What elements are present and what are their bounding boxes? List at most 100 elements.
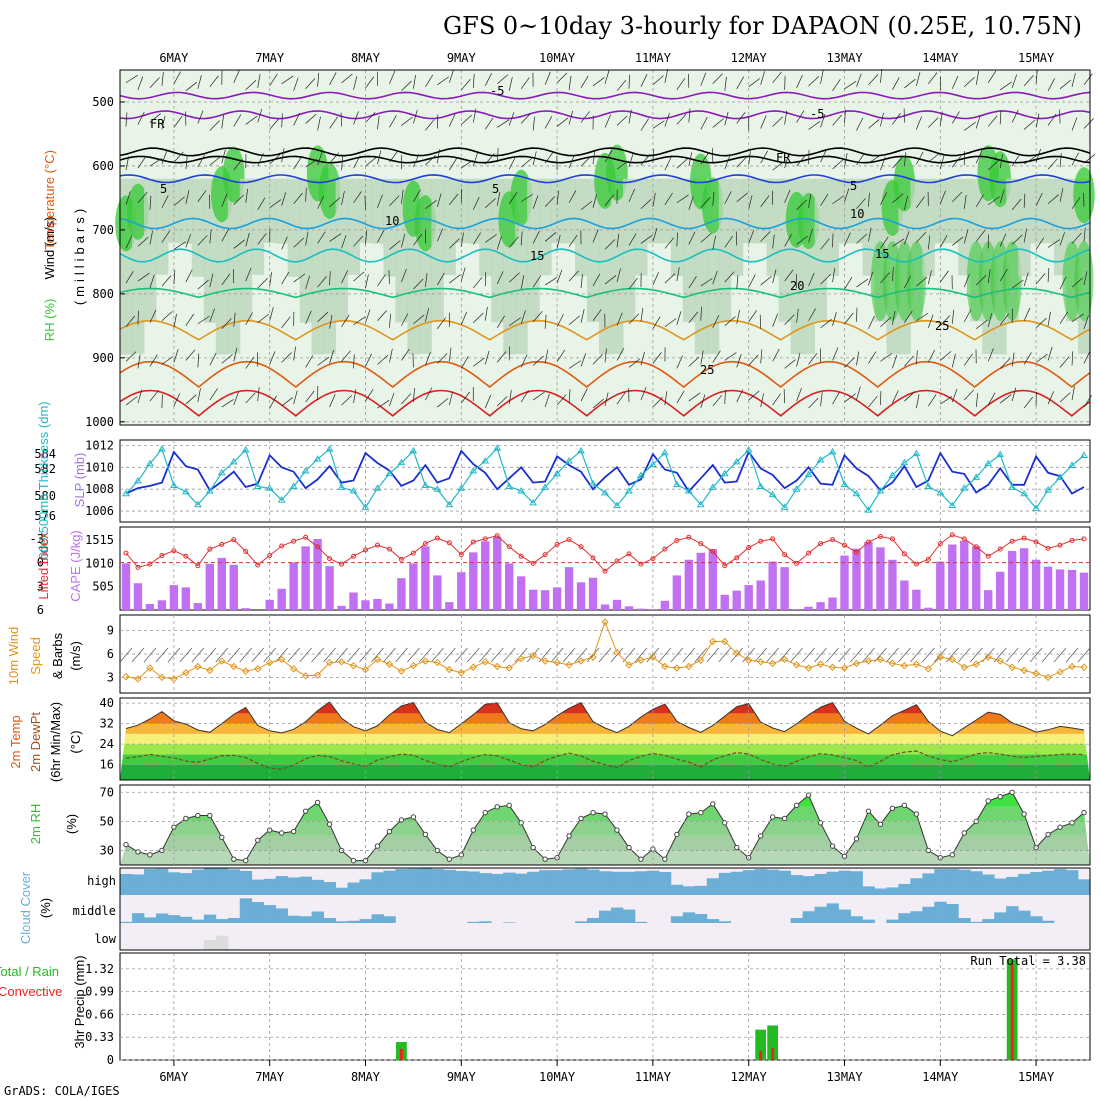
cloud-bar — [670, 884, 684, 895]
thickness-marker — [649, 460, 657, 468]
wind-barb — [916, 196, 925, 208]
lifted-index-marker — [482, 536, 488, 542]
rh-marker — [422, 831, 429, 838]
wind-barb — [844, 393, 856, 403]
wind-barb — [1047, 346, 1053, 361]
lifted-index-marker — [470, 539, 476, 545]
wind-barb — [269, 73, 278, 86]
thickness-marker — [385, 469, 394, 477]
wind-barb — [520, 77, 530, 89]
wind-barb — [532, 275, 542, 288]
cape-bar — [612, 599, 622, 610]
wind-barb — [796, 74, 803, 88]
wind-barb — [951, 388, 958, 403]
wind-barb — [365, 274, 369, 289]
wind-barb — [820, 274, 831, 285]
lifted-index-tick: 0 — [37, 556, 44, 570]
wind-barb — [293, 192, 303, 204]
temperature-contour — [119, 174, 1091, 184]
cape-bar — [936, 561, 945, 610]
wind-barb — [472, 73, 475, 88]
wind-barb — [149, 158, 162, 167]
wind-barb — [233, 312, 236, 327]
cloud-bar — [910, 878, 923, 895]
lifted-index-marker — [243, 549, 249, 555]
wind-barb — [604, 114, 612, 128]
cape-bar — [121, 563, 131, 610]
wind-speed-marker — [397, 667, 406, 675]
wind-barb — [580, 274, 583, 289]
cape-bar — [840, 555, 849, 610]
lifted-index-marker — [386, 546, 392, 552]
wind-barb — [700, 197, 711, 208]
cape-bar — [624, 606, 634, 610]
wind-speed-marker — [254, 665, 262, 673]
wind-barb — [616, 233, 620, 248]
cloud-bar — [239, 898, 253, 923]
cloud-bar — [946, 869, 959, 895]
wind-barb — [305, 355, 314, 368]
wind-barb — [490, 647, 504, 663]
wind-barb — [640, 74, 648, 87]
date-label-top: 12MAY — [731, 51, 768, 65]
wind-barb — [161, 195, 169, 208]
thickness-marker — [134, 477, 142, 484]
cloud-bar — [215, 868, 229, 895]
wind-barb — [1035, 69, 1038, 84]
rh-marker — [219, 834, 225, 841]
wind-barb — [604, 275, 617, 285]
thickness-marker — [864, 506, 873, 513]
wind-barb — [808, 76, 820, 87]
lifted-index-marker — [877, 533, 883, 539]
wind-barb — [137, 156, 147, 169]
cape-bar — [277, 588, 286, 610]
rh-shade — [718, 178, 732, 322]
thickness-marker — [589, 479, 597, 487]
thickness-marker — [792, 485, 801, 492]
wind-barb — [700, 152, 710, 165]
wind-barb — [179, 647, 193, 663]
wind-barb — [790, 647, 803, 663]
thickness-tick: 584 — [34, 447, 56, 461]
wind-barb — [269, 395, 277, 409]
slp-tick: 1008 — [85, 482, 114, 496]
cloud-bar — [419, 868, 432, 895]
wind-barb — [916, 116, 922, 130]
wind-barb — [616, 392, 626, 405]
contour-label: 25 — [700, 363, 714, 377]
lifted-index-marker — [770, 536, 776, 542]
wind-barb — [688, 196, 694, 210]
rh-shade — [467, 178, 480, 244]
wind-barb — [832, 159, 844, 170]
wind-barb — [664, 192, 673, 205]
wind-barb — [221, 354, 233, 364]
contour-label: FR — [150, 117, 165, 131]
thickness-marker — [181, 487, 190, 495]
wind-barb — [772, 71, 782, 84]
rh-moist-core — [1073, 167, 1095, 224]
cloud-bar — [970, 921, 983, 923]
wind-barb — [425, 119, 435, 131]
wind-barb — [1041, 647, 1055, 663]
wind-barb — [1047, 78, 1055, 91]
wind-barb — [209, 75, 219, 88]
wind-barb — [341, 395, 353, 406]
rh-marker — [243, 857, 249, 864]
thickness-marker — [732, 457, 741, 465]
wind-barb — [700, 72, 707, 86]
rh-moist-core — [1002, 241, 1022, 322]
wind-barb — [1083, 227, 1086, 242]
thickness-marker — [241, 446, 250, 453]
wind-barb — [221, 318, 232, 329]
wind-barb — [748, 230, 755, 244]
thickness-marker — [265, 484, 274, 491]
temp-tick: 24 — [100, 737, 114, 751]
cloud-bar — [862, 886, 875, 895]
wind-barb — [886, 647, 899, 663]
wind-speed-marker — [385, 660, 394, 668]
rh-shade — [1042, 178, 1055, 244]
cape-bar — [409, 563, 418, 610]
rh-marker — [614, 827, 620, 833]
rh-shade — [239, 178, 253, 321]
rh-band — [120, 835, 1090, 851]
